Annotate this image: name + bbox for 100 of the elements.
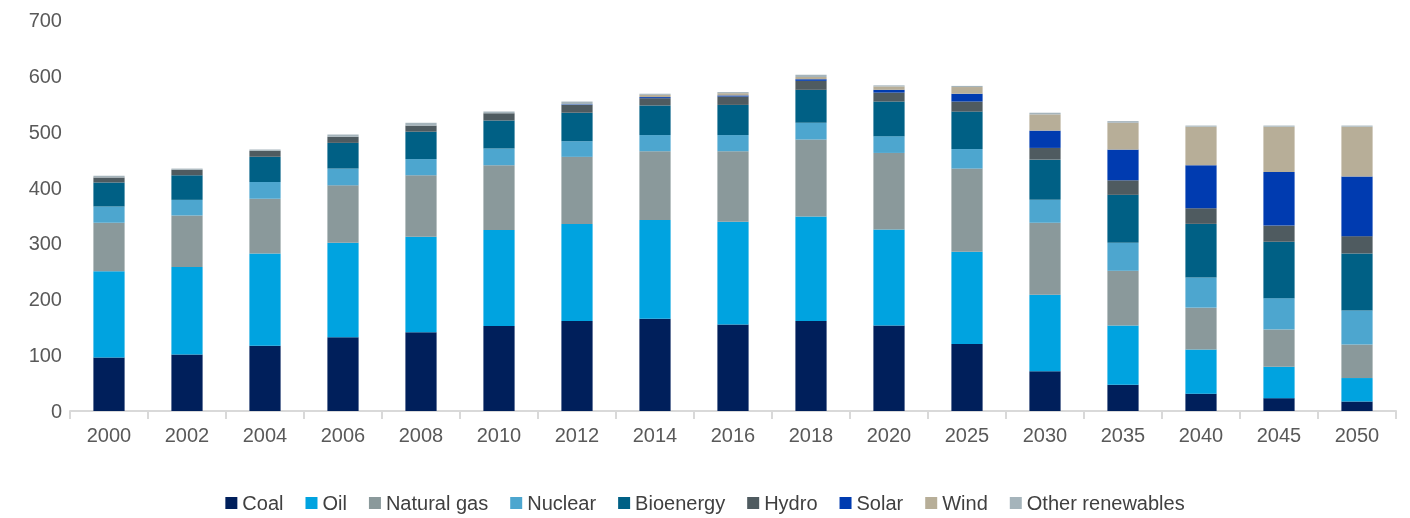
bar [1263,225,1295,242]
legend-label: Hydro [764,492,818,514]
bar [171,169,203,176]
bar [327,242,359,338]
x-tick-label: 2008 [398,424,444,446]
bar [717,96,749,105]
bar [249,150,281,157]
bar [1185,393,1217,411]
bar [1185,208,1217,224]
y-tick-label: 400 [28,176,62,199]
bar [717,324,749,411]
bar [639,318,671,411]
bar [951,251,983,344]
bar [171,354,203,411]
bar [561,321,593,411]
bar [1029,147,1061,160]
bar [405,159,437,176]
bar [327,134,359,137]
bar [1263,298,1295,330]
bar [1341,236,1373,254]
bar [561,141,593,157]
bar [1185,126,1217,166]
bar [93,177,125,183]
bar [327,136,359,143]
bar [1341,401,1373,411]
bar [483,113,515,121]
bar [795,89,827,123]
x-tick-label: 2014 [632,424,678,446]
bar [1341,310,1373,345]
bar [1029,114,1061,131]
bar [1263,126,1295,172]
bar [1029,159,1061,200]
bar [93,222,125,272]
bar [1263,241,1295,299]
bar [639,151,671,220]
x-tick-label: 2035 [1100,424,1146,446]
x-tick-label: 2016 [710,424,756,446]
y-tick-label: 100 [28,344,62,367]
bar [717,151,749,222]
legend-label: Solar [856,492,904,514]
bar [639,219,671,319]
bar [951,343,983,411]
bar [1107,122,1139,150]
x-tick-label: 2012 [554,424,600,446]
bar [639,105,671,136]
legend-label: Wind [942,492,988,514]
bar [1263,398,1295,411]
bar [1341,176,1373,237]
y-tick-label: 200 [28,288,62,311]
x-tick-label: 2010 [476,424,522,446]
bar [171,199,203,216]
bar [483,230,515,327]
bar [717,104,749,136]
bar [1029,294,1061,372]
bar [717,135,749,152]
x-tick-label: 2002 [164,424,210,446]
bar [327,142,359,169]
bar [1185,165,1217,209]
bar [795,321,827,411]
y-tick-label: 500 [28,120,62,143]
bar [639,135,671,152]
bar [1341,253,1373,311]
x-tick-label: 2006 [320,424,366,446]
bar [1341,126,1373,177]
legend-label: Nuclear [527,492,597,514]
bar [405,122,437,126]
y-tick-label: 300 [28,232,62,255]
legend-label: Other renewables [1026,492,1185,514]
bar [1107,242,1139,271]
bar [1029,199,1061,223]
bar [795,80,827,90]
bar [249,253,281,346]
bar [1185,277,1217,308]
bar [483,326,515,411]
bar [93,206,125,223]
bar [1107,194,1139,243]
bar [639,98,671,106]
x-tick-label: 2045 [1256,424,1302,446]
bar [1263,366,1295,399]
legend-label: Natural gas [385,492,489,514]
bar [1341,344,1373,379]
x-tick-label: 2004 [242,424,288,446]
x-tick-label: 2020 [866,424,912,446]
bar [405,131,437,160]
legend-label: Coal [242,492,284,514]
bar [1185,307,1217,350]
bar [561,223,593,322]
bar [249,198,281,254]
x-tick-label: 2050 [1334,424,1380,446]
bar [327,168,359,186]
bar [171,266,203,355]
bar [1263,171,1295,226]
bar [1029,222,1061,295]
bar [873,136,905,153]
bar [171,215,203,267]
bar [561,156,593,224]
bar [873,92,905,102]
bar [483,120,515,149]
y-tick-label: 700 [28,9,62,31]
y-tick-label: 0 [50,400,62,422]
